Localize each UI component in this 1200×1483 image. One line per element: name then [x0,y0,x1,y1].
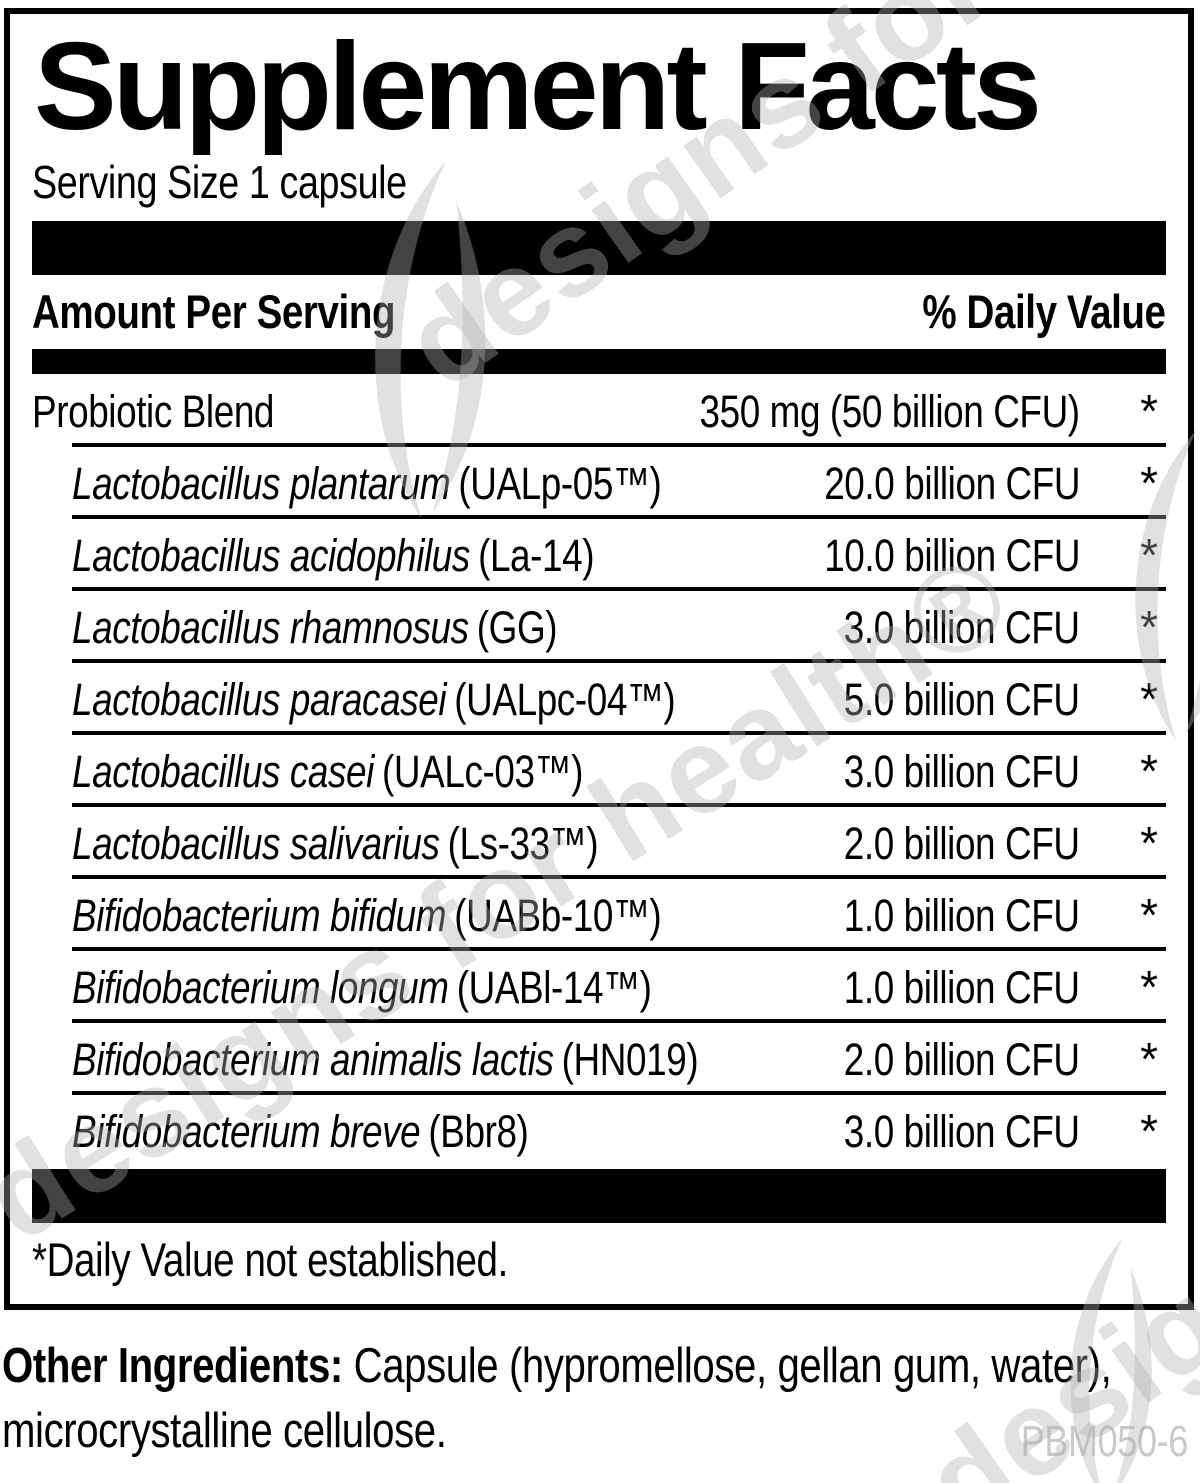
ingredient-amount: 350 mg (50 billion CFU) [699,385,1081,437]
ingredient-row-longum: Bifidobacterium longum (UABl-14™) 1.0 bil… [72,946,1166,1019]
daily-value-footnote: *Daily Value not established. [32,1232,508,1286]
ingredient-row-breve: Bifidobacterium breve (Bbr8) 3.0 billion … [72,1090,1166,1163]
ingredient-row-casei: Lactobacillus casei (UALc-03™) 3.0 billio… [72,730,1166,803]
ingredient-row-probiotic-blend: Probiotic Blend 350 mg (50 billion CFU) … [32,374,1166,443]
other-ingredients-text-line2: microcrystalline cellulose. [2,1404,447,1459]
daily-value-cell: * [1140,744,1158,797]
ingredient-name: Lactobacillus plantarum (UALp-05™) [72,457,662,509]
ingredient-amount: 1.0 billion CFU [844,961,1080,1013]
panel-title: Supplement Facts [34,18,1042,156]
column-header-row: Amount Per Serving % Daily Value [32,275,1166,349]
daily-value-cell: * [1140,528,1158,581]
ingredient-name: Bifidobacterium bifidum (UABb-10™) [72,889,662,941]
ingredient-name: Probiotic Blend [32,385,275,437]
daily-value-cell: * [1140,672,1158,725]
ingredient-amount: 20.0 billion CFU [824,457,1080,509]
ingredient-name: Lactobacillus casei (UALc-03™) [72,745,584,797]
ingredient-name: Lactobacillus acidophilus (La-14) [72,529,595,581]
ingredient-amount: 10.0 billion CFU [824,529,1080,581]
ingredient-amount: 2.0 billion CFU [844,1033,1080,1085]
ingredient-amount: 3.0 billion CFU [844,745,1080,797]
other-ingredients-text-line1: Capsule (hypromellose, gellan gum, water… [342,1339,1112,1393]
ingredient-name: Lactobacillus paracasei (UALpc-04™) [72,673,676,725]
ingredient-row-acidophilus: Lactobacillus acidophilus (La-14) 10.0 bi… [72,514,1166,587]
daily-value-cell: * [1140,384,1158,437]
ingredient-row-paracasei: Lactobacillus paracasei (UALpc-04™) 5.0 b… [72,658,1166,731]
product-code: PBM050-6 [1020,1417,1189,1466]
amount-per-serving-header: Amount Per Serving [32,284,396,338]
daily-value-cell: * [1140,888,1158,941]
divider-bar-top [32,220,1166,275]
ingredient-amount: 3.0 billion CFU [844,1105,1080,1157]
ingredient-name: Lactobacillus salivarius (Ls-33™) [72,817,599,869]
ingredient-row-salivarius: Lactobacillus salivarius (Ls-33™) 2.0 bil… [72,802,1166,875]
ingredient-name: Bifidobacterium longum (UABl-14™) [72,961,652,1013]
daily-value-cell: * [1140,960,1158,1013]
ingredient-row-rhamnosus: Lactobacillus rhamnosus (GG) 3.0 billion … [72,586,1166,659]
ingredient-name: Lactobacillus rhamnosus (GG) [72,601,558,653]
daily-value-cell: * [1140,816,1158,869]
ingredient-name: Bifidobacterium breve (Bbr8) [72,1105,529,1157]
divider-bar-bottom [32,1168,1166,1223]
daily-value-cell: * [1140,1104,1158,1157]
ingredient-amount: 2.0 billion CFU [844,817,1080,869]
ingredient-row-plantarum: Lactobacillus plantarum (UALp-05™) 20.0 b… [72,442,1166,515]
divider-bar-header [32,348,1166,374]
daily-value-cell: * [1140,1032,1158,1085]
ingredient-amount: 5.0 billion CFU [844,673,1080,725]
ingredient-amount: 3.0 billion CFU [844,601,1080,653]
serving-size: Serving Size 1 capsule [32,156,407,209]
ingredient-row-animalis-lactis: Bifidobacterium animalis lactis (HN019) 2… [72,1018,1166,1091]
ingredient-amount: 1.0 billion CFU [844,889,1080,941]
daily-value-cell: * [1140,456,1158,509]
supplement-facts-panel: Supplement Facts Serving Size 1 capsule … [4,8,1194,1310]
ingredient-name: Bifidobacterium animalis lactis (HN019) [72,1033,699,1085]
other-ingredients: Other Ingredients: Capsule (hypromellose… [2,1334,1152,1464]
daily-value-cell: * [1140,600,1158,653]
other-ingredients-label: Other Ingredients: [2,1339,343,1393]
daily-value-header: % Daily Value [922,284,1167,338]
ingredient-row-bifidum: Bifidobacterium bifidum (UABb-10™) 1.0 bi… [72,874,1166,947]
